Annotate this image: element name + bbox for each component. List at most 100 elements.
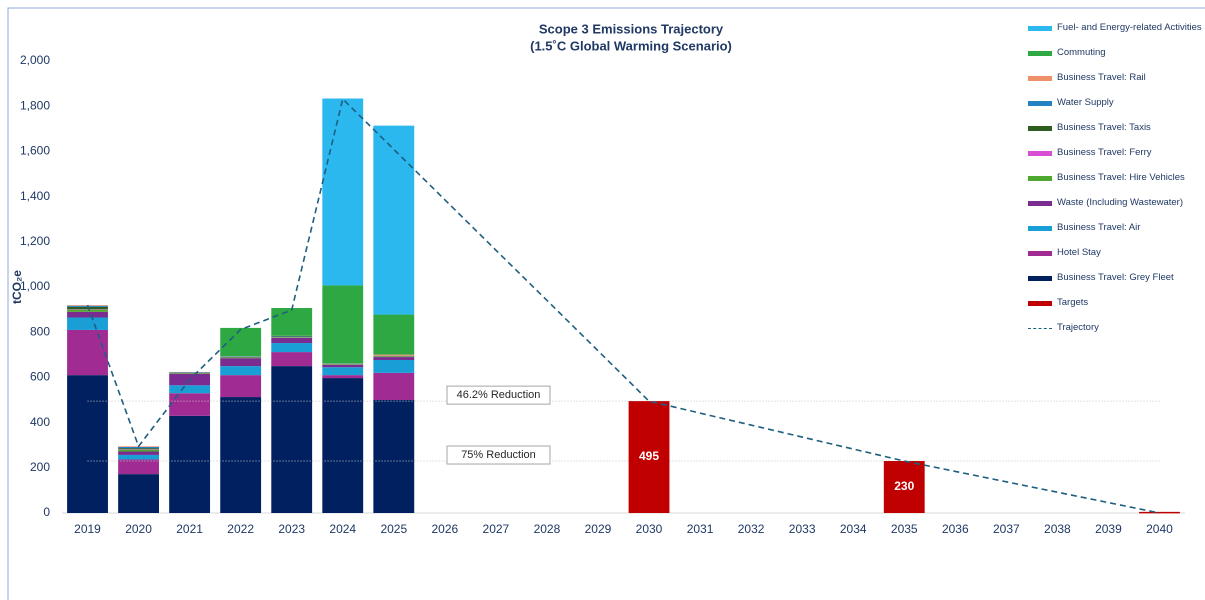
legend-item: Hotel Stay xyxy=(1028,247,1203,272)
bar-segment xyxy=(373,359,415,373)
bar-segment xyxy=(322,98,364,286)
bar-segment xyxy=(373,356,415,358)
y-tick-label: 1,800 xyxy=(20,98,50,112)
bar-segment xyxy=(373,125,415,315)
legend-label: Business Travel: Air xyxy=(1057,222,1141,233)
bar-segment xyxy=(373,372,415,400)
x-tick-label: 2036 xyxy=(942,522,969,536)
x-tick-label: 2040 xyxy=(1146,522,1173,536)
trajectory-line xyxy=(86,97,1160,514)
bar-segment xyxy=(271,308,313,336)
legend-item: Commuting xyxy=(1028,47,1203,72)
bar-segment xyxy=(220,357,262,359)
y-tick-label: 1,000 xyxy=(20,279,50,293)
legend-swatch xyxy=(1028,301,1052,306)
x-tick-label: 2038 xyxy=(1044,522,1071,536)
bar-segment xyxy=(271,343,313,353)
legend-item: Fuel- and Energy-related Activities xyxy=(1028,22,1203,47)
legend-label: Hotel Stay xyxy=(1057,247,1101,258)
bar-segment xyxy=(373,400,415,513)
legend-swatch xyxy=(1028,126,1052,131)
legend-item: Business Travel: Taxis xyxy=(1028,122,1203,147)
legend-label: Business Travel: Grey Fleet xyxy=(1057,272,1174,283)
chart-subtitle: (1.5˚C Global Warming Scenario) xyxy=(530,38,732,53)
x-tick-label: 2021 xyxy=(176,522,203,536)
bar-segment xyxy=(271,366,313,513)
x-tick-label: 2022 xyxy=(227,522,254,536)
legend-swatch xyxy=(1028,51,1052,56)
x-tick-label: 2024 xyxy=(329,522,356,536)
bar-segment xyxy=(169,385,211,394)
bar-segment xyxy=(271,352,313,367)
bar-segment xyxy=(67,317,108,330)
x-tick-label: 2034 xyxy=(840,522,867,536)
bar-segment xyxy=(67,375,108,513)
target-bar xyxy=(628,401,670,513)
bar-segment xyxy=(118,449,159,452)
x-tick-label: 2023 xyxy=(278,522,305,536)
bar-segment xyxy=(118,454,159,460)
bar-segment xyxy=(67,306,108,310)
legend-label: Targets xyxy=(1057,297,1089,308)
bar-segment xyxy=(220,375,262,398)
legend-item: Business Travel: Hire Vehicles xyxy=(1028,172,1203,197)
legend-item: Business Travel: Rail xyxy=(1028,72,1203,97)
legend-item: Business Travel: Grey Fleet xyxy=(1028,272,1203,297)
y-tick-label: 0 xyxy=(43,505,50,519)
bar-segment xyxy=(118,459,159,475)
bar-segment xyxy=(169,373,211,375)
bar-segment xyxy=(322,364,364,368)
legend-swatch xyxy=(1028,101,1052,106)
data-label: 495 xyxy=(639,449,659,463)
legend-label: Business Travel: Hire Vehicles xyxy=(1057,172,1185,183)
y-tick-label: 1,400 xyxy=(20,189,50,203)
x-tick-label: 2025 xyxy=(380,522,407,536)
legend-swatch xyxy=(1028,226,1052,231)
y-tick-label: 1,600 xyxy=(20,144,50,158)
x-tick-label: 2039 xyxy=(1095,522,1122,536)
bar-segment xyxy=(322,367,364,376)
y-tick-label: 200 xyxy=(30,460,50,474)
legend-label: Business Travel: Ferry xyxy=(1057,147,1152,158)
bar-segment xyxy=(271,337,313,338)
bar-segment xyxy=(67,329,108,376)
data-label: 230 xyxy=(894,479,914,493)
bar-segment xyxy=(322,364,364,365)
x-tick-label: 2030 xyxy=(636,522,663,536)
bar-segment xyxy=(271,337,313,344)
bar-segment xyxy=(322,285,364,364)
annotation: 75% Reduction xyxy=(461,449,536,461)
x-tick-label: 2035 xyxy=(891,522,918,536)
y-tick-label: 400 xyxy=(30,415,50,429)
legend-item: Business Travel: Air xyxy=(1028,222,1203,247)
legend-swatch xyxy=(1028,276,1052,281)
legend-swatch xyxy=(1028,76,1052,81)
legend-label: Business Travel: Rail xyxy=(1057,72,1146,83)
legend-label: Business Travel: Taxis xyxy=(1057,122,1151,133)
bar-segment xyxy=(373,314,415,355)
legend-swatch xyxy=(1028,328,1052,329)
legend: Fuel- and Energy-related Activities Commu… xyxy=(1028,22,1203,347)
legend-label: Water Supply xyxy=(1057,97,1114,108)
annotation-box xyxy=(446,445,551,465)
bar-segment xyxy=(373,354,415,356)
x-tick-label: 2031 xyxy=(687,522,714,536)
bar-segment xyxy=(220,366,262,376)
x-tick-label: 2019 xyxy=(74,522,101,536)
legend-item: Trajectory xyxy=(1028,322,1203,347)
legend-label: Fuel- and Energy-related Activities xyxy=(1057,22,1202,33)
x-tick-label: 2037 xyxy=(993,522,1020,536)
legend-swatch xyxy=(1028,151,1052,156)
x-tick-label: 2032 xyxy=(738,522,765,536)
bar-segment xyxy=(169,415,211,513)
bar-segment xyxy=(322,375,364,379)
legend-label: Trajectory xyxy=(1057,322,1099,333)
bar-segment xyxy=(373,357,415,360)
bar-segment xyxy=(220,327,262,357)
y-axis-label: tCO₂e xyxy=(10,270,24,304)
legend-label: Commuting xyxy=(1057,47,1106,58)
bar-segment xyxy=(118,451,159,455)
bar-segment xyxy=(169,393,211,416)
